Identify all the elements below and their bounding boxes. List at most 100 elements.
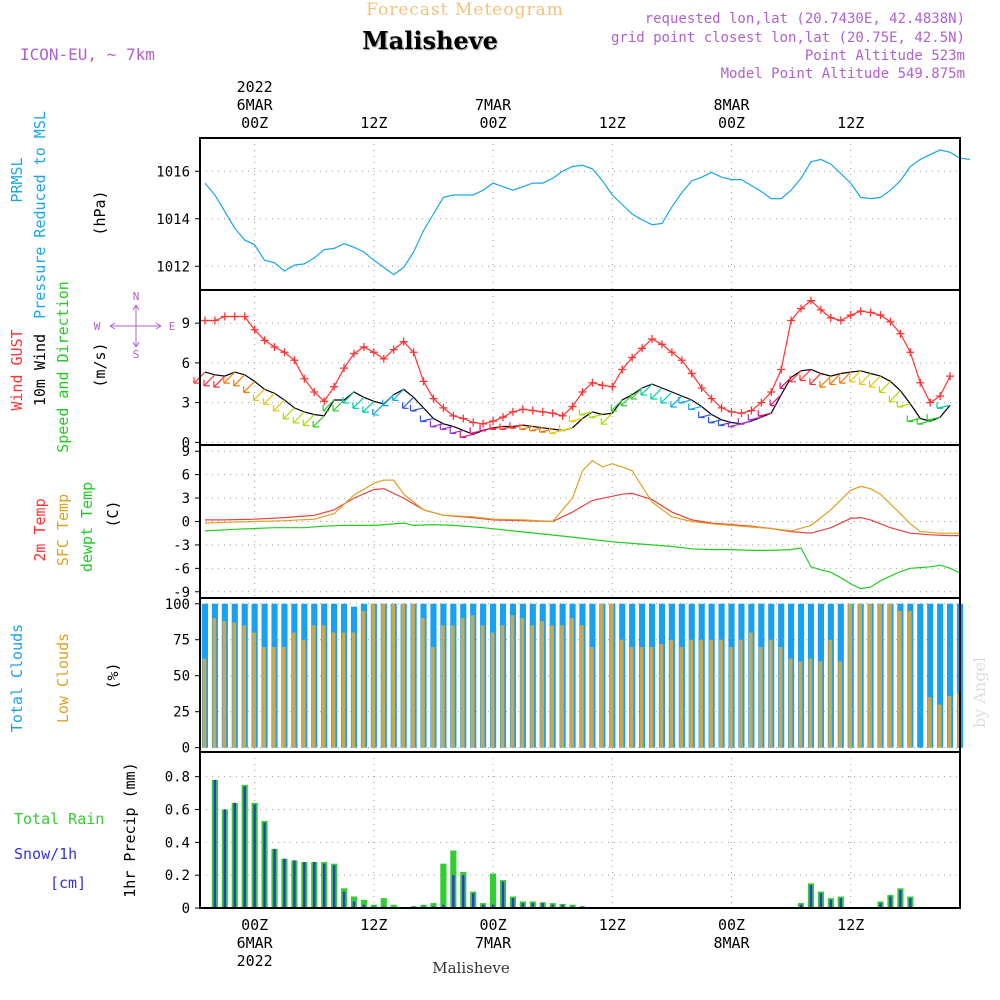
gust-marker	[528, 406, 537, 415]
side-label: Wind GUST	[8, 329, 26, 410]
gust-marker	[200, 316, 209, 325]
wind-barb	[382, 394, 395, 407]
gust-marker	[946, 372, 955, 381]
gust-marker	[598, 381, 607, 390]
wind-barb	[888, 390, 901, 403]
wind-barb	[429, 420, 444, 428]
low-cloud-bar	[570, 618, 574, 748]
low-cloud-bar	[649, 646, 654, 748]
y-tick-label: 0	[182, 741, 190, 757]
low-cloud-bar	[778, 646, 783, 748]
y-tick-label: 25	[173, 705, 190, 721]
side-label: Total Clouds	[8, 624, 26, 732]
snow-bar	[491, 904, 495, 908]
y-tick-label: 6	[182, 468, 190, 484]
y-tick-label: 6	[182, 356, 190, 372]
low-cloud-bar	[758, 646, 763, 748]
wind-barb	[243, 380, 256, 394]
wind-barb	[252, 388, 265, 401]
low-cloud-bar	[440, 625, 445, 748]
gust-marker	[787, 316, 796, 325]
y-tick-label: -3	[173, 538, 190, 554]
bottom-time-label: 12Z	[837, 916, 864, 934]
panel-temperature: -9 -6 -3 0 3 6 9 2m Temp SFC Temp dewpt Temp (C)	[31, 444, 961, 601]
low-cloud-bar	[520, 618, 525, 748]
side-label: Speed and Direction	[54, 281, 72, 453]
wind-barb	[789, 370, 802, 383]
low-cloud-bar	[252, 632, 256, 748]
wind-barb	[916, 418, 931, 425]
snow-bar	[561, 904, 564, 908]
gust-marker	[240, 312, 249, 321]
gust-marker	[906, 348, 915, 357]
bottom-time-label: 12Z	[360, 916, 387, 934]
low-cloud-bar	[937, 704, 942, 748]
gust-marker	[648, 335, 657, 344]
wind-barb	[717, 419, 732, 427]
snow-bar	[819, 893, 823, 908]
snow-bar	[511, 898, 515, 908]
compass-rose: N W E S	[94, 290, 176, 361]
snow-bar	[501, 881, 505, 908]
y-tick-label: 0.6	[165, 802, 190, 818]
y-tick-label: 0.2	[165, 868, 190, 884]
compass-s: S	[133, 348, 140, 361]
bottom-time-label: 6MAR	[237, 934, 274, 952]
top-time-label: 00Z	[480, 114, 507, 132]
wind-barb	[352, 396, 365, 409]
low-cloud-bar	[699, 639, 703, 748]
snow-bar	[442, 904, 445, 908]
gust-marker	[499, 413, 508, 422]
gust-marker	[866, 308, 875, 317]
wind-barb	[499, 423, 514, 431]
low-cloud-bar	[738, 639, 743, 748]
gust-marker	[856, 307, 865, 316]
low-cloud-bar	[798, 661, 803, 748]
y-tick-label: 1014	[156, 212, 190, 228]
series-sfc-line	[204, 459, 960, 534]
snow-bar	[899, 889, 902, 908]
gust-marker	[757, 398, 766, 407]
snow-bar	[551, 904, 554, 908]
y-tick-label: 0	[182, 515, 190, 531]
bottom-time-label: 00Z	[480, 916, 507, 934]
model-altitude: Model Point Altitude 549.875m	[721, 66, 965, 82]
bottom-time-label: 8MAR	[713, 934, 750, 952]
wind-barb	[688, 403, 702, 411]
low-cloud-bar	[371, 603, 376, 748]
low-cloud-bar	[341, 632, 346, 748]
wind-barb	[362, 400, 375, 413]
wind-barb	[262, 392, 275, 405]
wind-barb	[799, 369, 812, 382]
low-cloud-bar	[838, 661, 843, 748]
y-tick-label: 1012	[156, 259, 190, 275]
y-tick-label: 50	[173, 669, 190, 685]
wind-barb	[372, 403, 385, 416]
y-tick-label: 3	[182, 491, 190, 507]
y-tick-label: 0.4	[165, 835, 190, 851]
low-cloud-bar	[828, 639, 833, 748]
top-time-label: 2022	[237, 78, 273, 96]
low-cloud-bar	[589, 646, 594, 748]
low-cloud-bar	[619, 639, 624, 748]
snow-bar	[303, 862, 306, 908]
gust-marker	[419, 377, 428, 386]
wind-barb	[233, 374, 246, 387]
unit-label: (%)	[104, 662, 122, 689]
side-label: Snow/1h	[14, 845, 77, 863]
panel-frame	[199, 289, 961, 446]
low-cloud-bar	[679, 646, 684, 748]
gust-marker	[697, 384, 706, 393]
snow-bar	[829, 899, 833, 908]
wind-barb	[401, 396, 415, 409]
wind-barb	[868, 375, 881, 388]
wind-barb	[588, 411, 603, 419]
low-cloud-bar	[689, 639, 694, 748]
gust-marker	[836, 316, 845, 325]
snow-bar	[322, 863, 326, 908]
wind-barb	[322, 399, 335, 412]
low-cloud-bar	[490, 632, 495, 748]
low-cloud-bar	[242, 625, 246, 748]
wind-barb	[459, 431, 474, 439]
